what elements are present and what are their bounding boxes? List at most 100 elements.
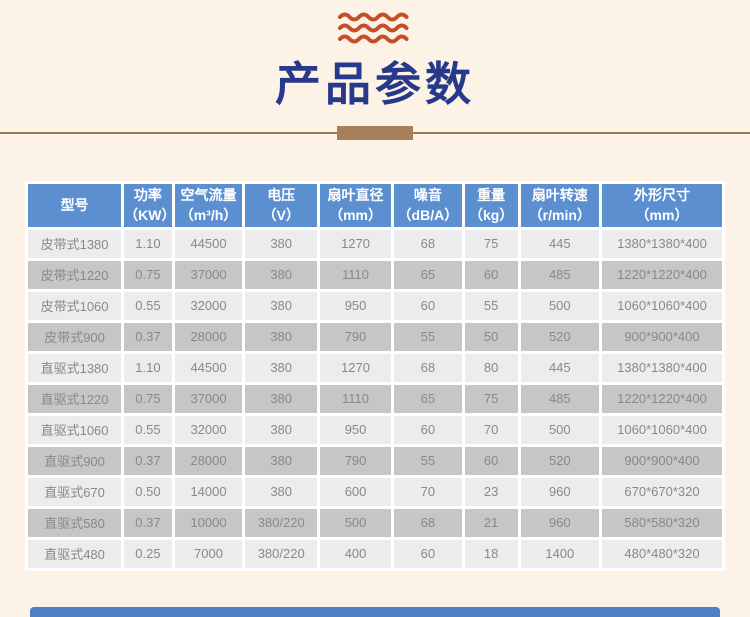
table-cell: 68 [394, 353, 462, 382]
table-cell: 28000 [174, 446, 243, 475]
table-cell: 1220*1220*400 [602, 384, 722, 413]
table-cell: 直驱式670 [28, 477, 122, 506]
table-cell: 1400 [520, 539, 599, 568]
table-cell: 60 [464, 446, 518, 475]
table-cell: 0.37 [124, 508, 172, 537]
column-header: 扇叶直径 （mm） [320, 184, 392, 227]
table-cell: 0.37 [124, 322, 172, 351]
table-cell: 皮带式1380 [28, 229, 122, 258]
table-cell: 7000 [174, 539, 243, 568]
column-header: 功率 （KW） [124, 184, 175, 227]
table-cell: 380 [245, 384, 318, 413]
table-cell: 55 [394, 446, 462, 475]
table-cell: 65 [394, 384, 462, 413]
table-cell: 10000 [174, 508, 243, 537]
column-header: 重量 （kg） [464, 184, 518, 227]
column-header: 外形尺寸 （mm） [602, 184, 722, 227]
table-cell: 950 [320, 415, 392, 444]
table-cell: 500 [520, 415, 599, 444]
column-header: 电压 （V） [245, 184, 318, 227]
table-cell: 520 [520, 446, 599, 475]
table-cell: 0.55 [124, 291, 172, 320]
table-cell: 380 [245, 353, 318, 382]
divider-center-block [337, 126, 413, 140]
table-cell: 960 [520, 477, 599, 506]
table-cell: 55 [394, 322, 462, 351]
page-title: 产品参数 [275, 58, 475, 110]
table-cell: 380 [245, 260, 318, 289]
table-cell: 1380*1380*400 [602, 353, 722, 382]
table-cell: 900*900*400 [602, 322, 722, 351]
table-cell: 380/220 [245, 508, 318, 537]
table-cell: 直驱式1060 [28, 415, 122, 444]
next-section-blue-bar [30, 607, 720, 617]
table-cell: 0.25 [124, 539, 172, 568]
table-cell: 70 [464, 415, 518, 444]
table-cell: 380/220 [245, 539, 318, 568]
table-cell: 380 [245, 229, 318, 258]
table-row: 直驱式1380 1.10 44500 380 1270 68 80 445 1380*1380*… [28, 353, 722, 382]
table-cell: 直驱式580 [28, 508, 122, 537]
table-row: 皮带式1220 0.75 37000 380 1110 65 60 485 1220*1220*… [28, 260, 722, 289]
table-cell: 68 [394, 229, 462, 258]
table-cell: 670*670*320 [602, 477, 722, 506]
table-cell: 1.10 [124, 353, 172, 382]
table-cell: 23 [464, 477, 518, 506]
table-cell: 380 [245, 291, 318, 320]
table-cell: 0.55 [124, 415, 172, 444]
column-header: 型号 [28, 184, 122, 227]
table-cell: 1110 [320, 384, 392, 413]
table-cell: 28000 [174, 322, 243, 351]
table-cell: 32000 [174, 291, 243, 320]
table-cell: 75 [464, 384, 518, 413]
table-row: 直驱式580 0.37 10000 380/220 500 68 21 960 580*580*… [28, 508, 722, 537]
table-row: 直驱式480 0.25 7000 380/220 400 60 18 1400 480*480*… [28, 539, 722, 568]
table-row: 直驱式1060 0.55 32000 380 950 60 70 500 1060*1060*4… [28, 415, 722, 444]
table-cell: 18 [464, 539, 518, 568]
table-cell: 60 [394, 539, 462, 568]
table-cell: 80 [464, 353, 518, 382]
table-cell: 60 [394, 415, 462, 444]
table-cell: 0.75 [124, 260, 172, 289]
table-row: 皮带式900 0.37 28000 380 790 55 50 520 900*900*400 [28, 322, 722, 351]
table-cell: 1270 [320, 353, 392, 382]
table-cell: 485 [520, 384, 599, 413]
table-cell: 580*580*320 [602, 508, 722, 537]
table-cell: 直驱式900 [28, 446, 122, 475]
table-cell: 0.50 [124, 477, 172, 506]
product-spec-table: 型号 功率 （KW） 空气流量 （m³/h） 电压 （V） 扇叶直径 （mm） 噪音 （dB/A）重… [25, 181, 725, 571]
table-cell: 790 [320, 322, 392, 351]
table-cell: 445 [520, 229, 599, 258]
table-cell: 480*480*320 [602, 539, 722, 568]
table-cell: 皮带式1060 [28, 291, 122, 320]
table-cell: 1270 [320, 229, 392, 258]
table-cell: 1060*1060*400 [602, 415, 722, 444]
table-cell: 950 [320, 291, 392, 320]
table-cell: 380 [245, 446, 318, 475]
table-row: 直驱式670 0.50 14000 380 600 70 23 960 670*670*320 [28, 477, 722, 506]
table-row: 皮带式1380 1.10 44500 380 1270 68 75 445 1380*1380*… [28, 229, 722, 258]
table-cell: 1.10 [124, 229, 172, 258]
table-cell: 皮带式900 [28, 322, 122, 351]
table-cell: 1220*1220*400 [602, 260, 722, 289]
table-cell: 65 [394, 260, 462, 289]
table-cell: 60 [394, 291, 462, 320]
table-cell: 50 [464, 322, 518, 351]
table-cell: 皮带式1220 [28, 260, 122, 289]
table-cell: 21 [464, 508, 518, 537]
table-row: 直驱式1220 0.75 37000 380 1110 65 75 485 1220*1220*… [28, 384, 722, 413]
table-cell: 1110 [320, 260, 392, 289]
table-cell: 1060*1060*400 [602, 291, 722, 320]
table-cell: 380 [245, 477, 318, 506]
table-row: 直驱式900 0.37 28000 380 790 55 60 520 900*900*400 [28, 446, 722, 475]
table-cell: 0.75 [124, 384, 172, 413]
table-cell: 44500 [174, 353, 243, 382]
column-header: 噪音 （dB/A） [394, 184, 462, 227]
table-cell: 380 [245, 322, 318, 351]
table-row: 皮带式1060 0.55 32000 380 950 60 55 500 1060*1060*4… [28, 291, 722, 320]
table-cell: 14000 [174, 477, 243, 506]
table-cell: 直驱式1220 [28, 384, 122, 413]
table-body: 皮带式1380 1.10 44500 380 1270 68 75 445 1380*1380*… [28, 229, 722, 568]
table-cell: 37000 [174, 260, 243, 289]
column-header: 扇叶转速 （r/min） [520, 184, 599, 227]
